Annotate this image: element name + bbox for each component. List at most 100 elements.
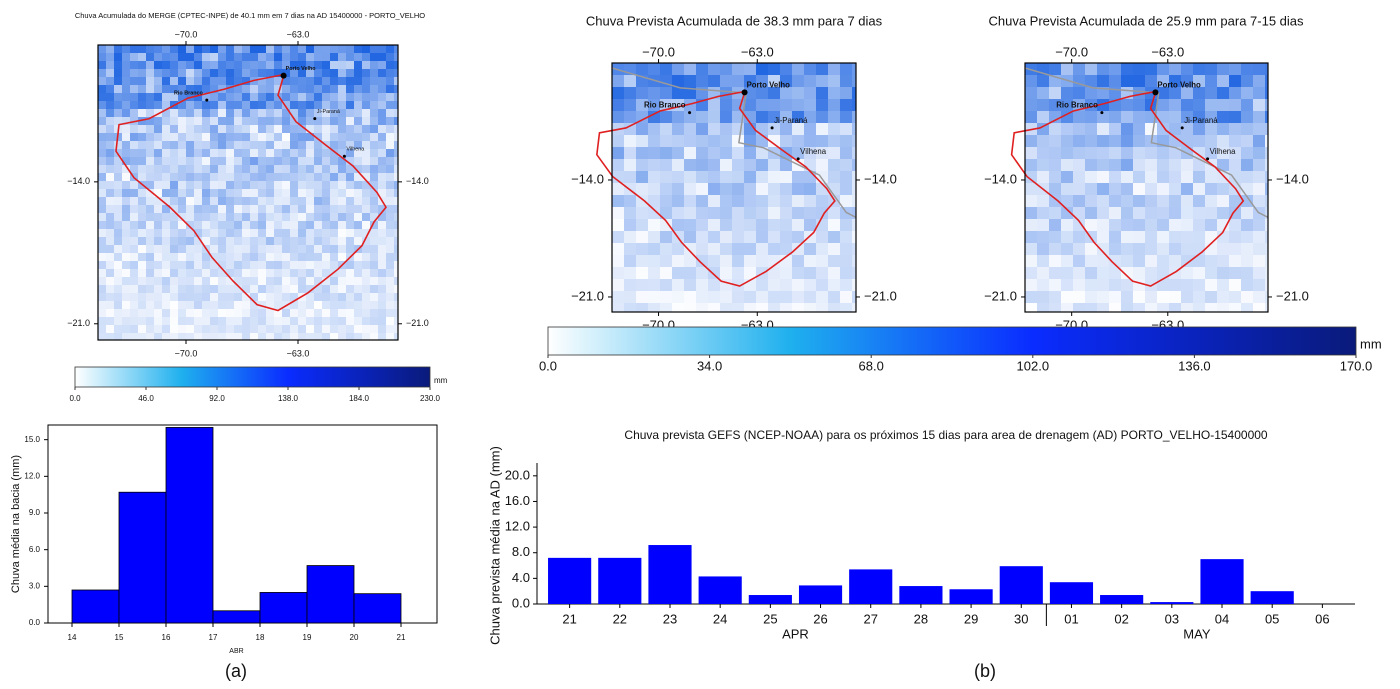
field-cell [346,261,354,269]
field-cell [290,133,298,141]
colorbar-tick-label: 34.0 [697,358,722,373]
field-cell [146,165,154,173]
field-cell [178,85,186,93]
field-cell [386,309,394,317]
field-cell [1193,207,1205,219]
field-cell [162,61,170,69]
field-cell [130,93,138,101]
field-cell [1169,75,1181,87]
field-cell [362,53,370,61]
field-cell [202,181,210,189]
field-cell [1241,243,1253,255]
field-cell [1181,231,1193,243]
field-cell [194,85,202,93]
field-cell [1181,111,1193,123]
field-cell [354,149,362,157]
field-cell [178,181,186,189]
field-cell [274,77,282,85]
x-tick-label: 05 [1265,611,1279,626]
field-cell [394,237,398,245]
field-cell [732,303,744,312]
field-cell [226,269,234,277]
field-cell [1169,135,1181,147]
field-cell [274,301,282,309]
x-tick-label: 25 [763,611,777,626]
field-cell [346,157,354,165]
field-cell [170,277,178,285]
field-cell [130,237,138,245]
field-cell [162,277,170,285]
field-cell [98,157,106,165]
field-cell [314,69,322,77]
field-cell [696,123,708,135]
field-cell [330,77,338,85]
field-cell [290,325,298,333]
field-cell [780,183,792,195]
field-cell [186,53,194,61]
field-cell [1037,243,1049,255]
x-tick-label: 04 [1215,611,1229,626]
field-cell [1025,231,1037,243]
field-cell [370,237,378,245]
field-cell [130,141,138,149]
field-cell [194,221,202,229]
field-cell [138,133,146,141]
field-cell [1133,159,1145,171]
field-cell [210,125,218,133]
field-cell [354,309,362,317]
field-cell [330,301,338,309]
bar [648,545,692,604]
field-cell [1157,171,1169,183]
field-cell [98,285,106,293]
field-cell [226,333,234,340]
field-cell [1229,123,1241,135]
field-cell [1073,279,1085,291]
field-cell [394,213,398,221]
field-cell [378,285,386,293]
field-cell [346,117,354,125]
field-cell [290,221,298,229]
field-cell [306,181,314,189]
field-cell [194,189,202,197]
field-cell [194,133,202,141]
field-cell [1061,267,1073,279]
field-cell [322,61,330,69]
field-cell [1109,147,1121,159]
field-cell [146,261,154,269]
field-cell [354,157,362,165]
field-cell [1241,207,1253,219]
field-cell [218,109,226,117]
field-cell [210,133,218,141]
field-cell [282,181,290,189]
field-cell [98,261,106,269]
field-cell [1253,171,1265,183]
field-cell [322,237,330,245]
field-cell [346,333,354,340]
field-cell [804,219,816,231]
field-cell [266,61,274,69]
field-cell [354,53,362,61]
field-cell [314,261,322,269]
field-cell [648,291,660,303]
field-cell [370,221,378,229]
field-cell [154,197,162,205]
field-cell [274,285,282,293]
field-cell [338,189,346,197]
field-cell [1049,183,1061,195]
field-cell [1037,231,1049,243]
field-cell [218,45,226,53]
field-cell [708,99,720,111]
field-cell [792,195,804,207]
field-cell [624,303,636,312]
field-cell [1025,255,1037,267]
field-cell [162,165,170,173]
field-cell [362,141,370,149]
field-cell [290,253,298,261]
field-cell [684,219,696,231]
x-tick-label: 03 [1165,611,1179,626]
field-cell [720,231,732,243]
field-cell [852,135,856,147]
field-cell [314,61,322,69]
field-cell [178,213,186,221]
field-cell [170,165,178,173]
